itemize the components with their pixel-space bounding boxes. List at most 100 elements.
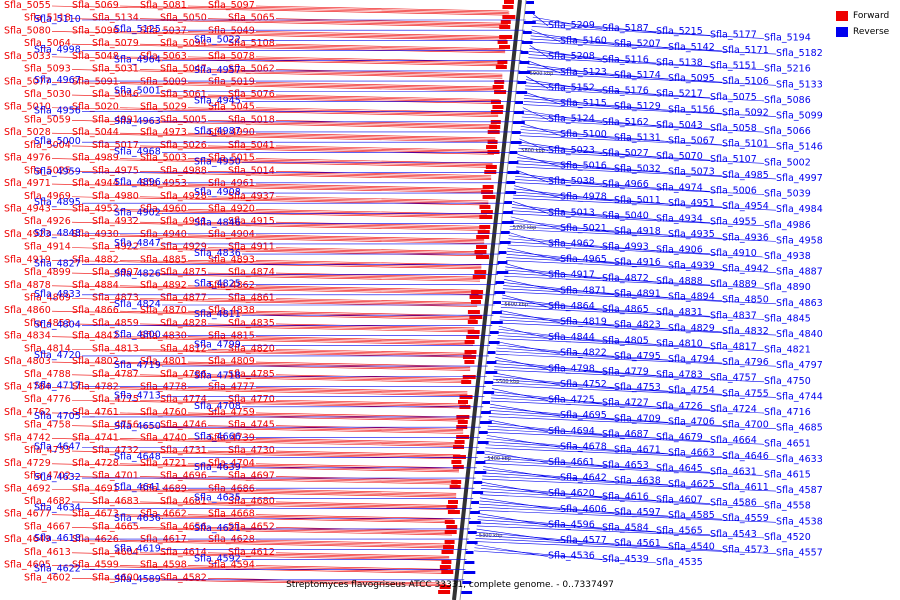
forward-gene-label: Sfla_4953 bbox=[140, 178, 187, 189]
forward-leader-line bbox=[139, 145, 494, 154]
reverse-gene-label: Sfla_4918 bbox=[614, 226, 661, 237]
reverse-gene-glyph bbox=[497, 261, 508, 264]
reverse-gene-label: Sfla_4967 bbox=[34, 75, 81, 86]
reverse-leader-line bbox=[475, 538, 723, 551]
reverse-leader-line bbox=[508, 238, 657, 252]
forward-gene-glyph bbox=[500, 20, 511, 24]
forward-gene-glyph bbox=[481, 190, 494, 194]
forward-leader-line bbox=[255, 539, 451, 545]
forward-leader-line bbox=[275, 120, 497, 126]
forward-leader-line bbox=[139, 577, 447, 585]
reverse-gene-label: Sfla_4709 bbox=[614, 413, 661, 424]
reverse-gene-glyph bbox=[485, 371, 498, 374]
reverse-leader-line bbox=[511, 210, 711, 223]
reverse-gene-label: Sfla_5171 bbox=[722, 45, 769, 56]
forward-gene-label: Sfla_5094 bbox=[160, 38, 207, 49]
reverse-gene-label: Sfla_4823 bbox=[614, 320, 661, 331]
forward-gene-glyph bbox=[482, 195, 496, 199]
forward-leader-line bbox=[119, 5, 510, 15]
reverse-gene-label: Sfla_5066 bbox=[764, 126, 811, 137]
forward-gene-glyph bbox=[444, 520, 455, 524]
forward-gene-label: Sfla_5076 bbox=[228, 89, 275, 100]
reverse-gene-label: Sfla_4837 bbox=[710, 310, 757, 321]
reverse-gene-glyph bbox=[501, 221, 514, 224]
forward-gene-label: Sfla_4729 bbox=[4, 458, 51, 469]
forward-gene-label: Sfla_4842 bbox=[72, 331, 119, 342]
reverse-gene-label: Sfla_4906 bbox=[656, 245, 703, 256]
reverse-leader-line bbox=[513, 188, 615, 202]
reverse-gene-label: Sfla_4783 bbox=[656, 370, 703, 381]
reverse-leader-line bbox=[487, 431, 765, 445]
reverse-gene-label: Sfla_4666 bbox=[194, 431, 241, 442]
reverse-gene-label: Sfla_4819 bbox=[560, 317, 607, 328]
forward-leader-line bbox=[51, 183, 490, 194]
forward-gene-label: Sfla_4742 bbox=[4, 432, 51, 443]
forward-gene-label: Sfla_4740 bbox=[140, 432, 187, 443]
reverse-leader-line bbox=[509, 225, 723, 239]
reverse-gene-label: Sfla_5142 bbox=[668, 42, 715, 53]
forward-leader-line bbox=[275, 501, 455, 506]
legend-forward: Forward bbox=[836, 8, 898, 24]
forward-leader-line bbox=[275, 425, 464, 430]
reverse-gene-glyph bbox=[467, 531, 477, 534]
reverse-gene-label: Sfla_4619 bbox=[114, 543, 161, 554]
reverse-gene-label: Sfla_4641 bbox=[114, 482, 161, 493]
forward-leader-line bbox=[187, 31, 507, 39]
reverse-gene-label: Sfla_5110 bbox=[34, 14, 81, 25]
reverse-leader-line bbox=[525, 85, 711, 99]
reverse-gene-label: Sfla_4565 bbox=[656, 526, 703, 537]
reverse-leader-line bbox=[481, 478, 777, 492]
forward-gene-label: Sfla_4732 bbox=[92, 445, 139, 456]
reverse-gene-glyph bbox=[512, 121, 525, 124]
reverse-gene-label: Sfla_4956 bbox=[34, 106, 81, 117]
forward-gene-label: Sfla_5044 bbox=[72, 127, 119, 138]
reverse-gene-glyph bbox=[476, 451, 485, 454]
forward-leader-line bbox=[71, 145, 494, 155]
forward-leader-line bbox=[51, 488, 457, 498]
forward-gene-label: Sfla_4602 bbox=[24, 572, 71, 583]
reverse-gene-label: Sfla_4964 bbox=[114, 55, 161, 66]
forward-leader-line bbox=[51, 82, 501, 92]
forward-leader-line bbox=[255, 234, 485, 240]
forward-gene-label: Sfla_4733 bbox=[24, 445, 71, 456]
forward-gene-label: Sfla_5047 bbox=[160, 64, 207, 75]
scale-tick-label: 5400 kbp bbox=[487, 456, 511, 462]
forward-gene-glyph bbox=[439, 565, 451, 569]
reverse-gene-label: Sfla_4753 bbox=[614, 382, 661, 393]
forward-gene-label: Sfla_4971 bbox=[4, 178, 51, 189]
forward-gene-glyph bbox=[482, 185, 494, 189]
reverse-gene-label: Sfla_5038 bbox=[548, 176, 595, 187]
reverse-leader-line bbox=[530, 41, 777, 55]
reverse-gene-label: Sfla_5124 bbox=[548, 114, 595, 125]
reverse-gene-label: Sfla_4573 bbox=[722, 544, 769, 555]
forward-gene-label: Sfla_5049 bbox=[208, 25, 255, 36]
forward-gene-glyph bbox=[448, 500, 458, 504]
forward-leader-line bbox=[187, 5, 510, 13]
reverse-gene-label: Sfla_5177 bbox=[710, 29, 757, 40]
reverse-gene-label: Sfla_5187 bbox=[602, 23, 649, 34]
reverse-gene-label: Sfla_4865 bbox=[602, 304, 649, 315]
reverse-leader-line bbox=[521, 116, 711, 130]
forward-gene-glyph bbox=[494, 90, 507, 94]
forward-leader-line bbox=[71, 69, 503, 79]
reverse-gene-glyph bbox=[474, 471, 487, 474]
forward-gene-glyph bbox=[504, 0, 514, 4]
forward-leader-line bbox=[187, 107, 499, 115]
reverse-gene-glyph bbox=[516, 91, 528, 94]
forward-gene-label: Sfla_4885 bbox=[140, 254, 187, 265]
reverse-leader-line bbox=[507, 244, 765, 258]
reverse-gene-label: Sfla_4726 bbox=[656, 401, 703, 412]
forward-gene-glyph bbox=[492, 105, 504, 109]
forward-gene-glyph bbox=[438, 590, 451, 594]
reverse-gene-label: Sfla_4888 bbox=[656, 276, 703, 287]
forward-gene-glyph bbox=[461, 380, 472, 384]
forward-gene-label: Sfla_5093 bbox=[24, 64, 71, 75]
forward-gene-label: Sfla_5010 bbox=[4, 102, 51, 113]
reverse-leader-line bbox=[510, 222, 669, 236]
reverse-gene-label: Sfla_4955 bbox=[710, 217, 757, 228]
reverse-leader-line bbox=[524, 91, 561, 105]
reverse-gene-label: Sfla_5215 bbox=[656, 26, 703, 37]
forward-gene-label: Sfla_4598 bbox=[140, 560, 187, 571]
reverse-gene-label: Sfla_4810 bbox=[656, 338, 703, 349]
